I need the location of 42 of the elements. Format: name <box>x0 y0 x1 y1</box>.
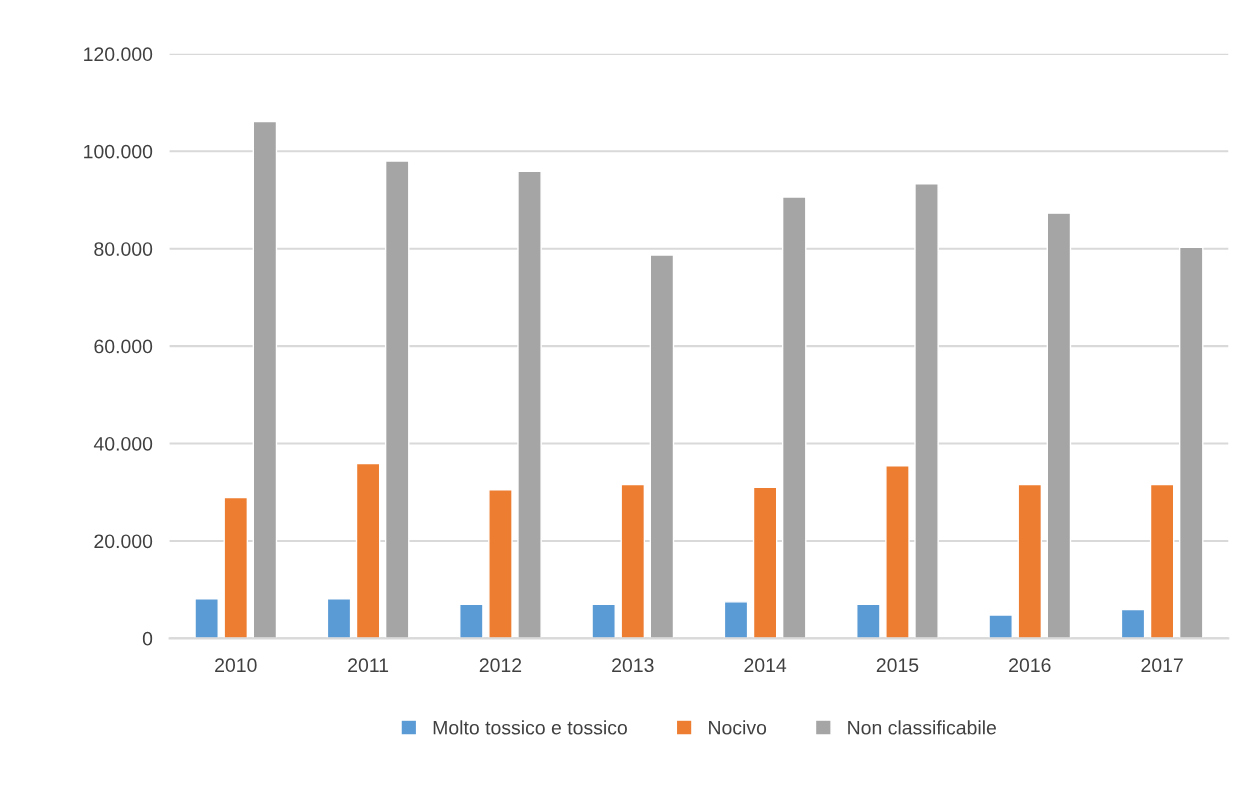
bar <box>723 601 749 639</box>
bar <box>1120 608 1146 639</box>
x-tick-label: 2012 <box>479 658 522 673</box>
legend-label: Molto tossico e tossico <box>433 720 627 735</box>
bar <box>752 486 778 639</box>
y-tick-label: 120.000 <box>84 47 153 62</box>
x-tick-label: 2017 <box>1141 658 1183 673</box>
bar <box>488 489 513 639</box>
x-tick-label: 2016 <box>1009 658 1051 673</box>
bar <box>517 170 542 639</box>
x-tick-label: 2013 <box>612 658 654 673</box>
y-tick-label: 60.000 <box>94 339 153 354</box>
y-tick-label: 100.000 <box>84 144 153 159</box>
bar <box>1149 483 1175 639</box>
bar <box>326 598 352 639</box>
y-tick-label: 40.000 <box>93 436 153 451</box>
bar <box>781 196 807 639</box>
bar <box>1017 483 1043 639</box>
x-tick-label: 2010 <box>215 658 257 673</box>
bar <box>591 603 616 639</box>
y-tick-label: 80.000 <box>94 242 153 256</box>
y-tick-label: 20.000 <box>94 534 153 549</box>
bar <box>1178 246 1204 639</box>
bar <box>355 462 381 639</box>
bar <box>620 483 646 639</box>
bar <box>194 598 219 639</box>
bar <box>914 183 939 639</box>
bar <box>252 120 278 639</box>
x-tick-label: 2015 <box>876 658 919 673</box>
x-tick-label: 2011 <box>348 658 389 673</box>
legend-label: Non classificabile <box>848 720 996 735</box>
x-tick-label: 2014 <box>744 658 787 673</box>
legend-label: Nocivo <box>709 720 767 735</box>
bar <box>1046 212 1072 639</box>
bar <box>384 160 410 639</box>
bar <box>856 603 881 639</box>
bar <box>649 254 675 639</box>
bar <box>988 614 1013 639</box>
bar <box>885 465 910 639</box>
bar <box>223 496 249 639</box>
y-tick-label: 0 <box>142 631 153 646</box>
bar <box>459 603 484 639</box>
